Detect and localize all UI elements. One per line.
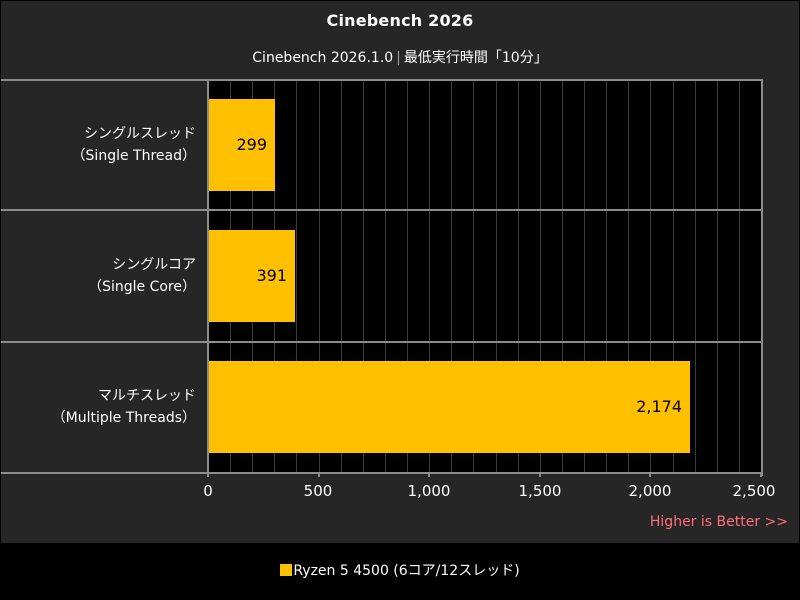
category-label-single-thread: シングルスレッド （Single Thread）: [0, 123, 196, 167]
grid-line: [473, 80, 474, 473]
category-label-en: （Single Thread）: [71, 148, 196, 164]
category-label-ja: シングルコア: [112, 257, 196, 273]
grid-line: [296, 80, 297, 473]
bar-value-label: 299: [236, 135, 267, 154]
grid-line: [363, 80, 364, 473]
grid-line: [562, 80, 563, 473]
chart-title: Cinebench 2026: [326, 11, 474, 30]
grid-line: [606, 80, 607, 473]
grid-line: [695, 80, 696, 473]
grid-line: [518, 80, 519, 473]
grid-line: [341, 80, 342, 473]
category-label-en: （Multiple Threads）: [51, 410, 196, 426]
bar-single-core: 391: [209, 230, 295, 322]
x-tick-mark: [539, 473, 541, 477]
grid-line: [673, 80, 674, 473]
grid-line: [319, 80, 320, 473]
x-tick-label: 500: [303, 482, 333, 500]
subtitle-min-runtime: 最低実行時間「10分」: [403, 50, 548, 66]
bar-value-label: 391: [256, 266, 287, 285]
grid-line: [385, 80, 386, 473]
y-axis-line: [207, 79, 209, 476]
x-tick-label: 1,000: [407, 482, 451, 500]
category-label-ja: シングルスレッド: [84, 126, 196, 142]
x-tick-mark: [318, 473, 320, 477]
row-separator-top: [1, 79, 762, 81]
bar-value-label: 2,174: [636, 397, 682, 416]
x-axis-line: [1, 472, 762, 474]
chart-legend: Ryzen 5 4500 (6コア/12スレッド): [0, 560, 800, 580]
grid-line: [650, 80, 651, 473]
subtitle-separator: |: [396, 50, 401, 66]
x-tick-label: 0: [203, 482, 213, 500]
grid-line: [540, 80, 541, 473]
subtitle-version: Cinebench 2026.1.0: [252, 50, 394, 66]
grid-line: [429, 80, 430, 473]
x-tick-mark: [207, 473, 209, 477]
category-label-ja: マルチスレッド: [98, 388, 196, 404]
chart-subtitle: Cinebench 2026.1.0 | 最低実行時間「10分」: [0, 47, 800, 67]
x-tick-mark: [428, 473, 430, 477]
bar-multiple-threads: 2,174: [209, 361, 690, 453]
x-tick-mark: [649, 473, 651, 477]
category-label-multiple-threads: マルチスレッド （Multiple Threads）: [0, 385, 196, 429]
category-label-single-core: シングルコア （Single Core）: [0, 254, 196, 298]
bar-single-thread: 299: [209, 99, 275, 191]
grid-line: [407, 80, 408, 473]
higher-is-better-note: Higher is Better >>: [649, 514, 788, 530]
grid-line: [628, 80, 629, 473]
category-label-en: （Single Core）: [88, 279, 196, 295]
x-tick-label: 1,500: [518, 482, 562, 500]
x-tick-label: 2,000: [628, 482, 672, 500]
x-tick-label: 2,500: [732, 482, 776, 500]
grid-line: [739, 80, 740, 473]
legend-swatch-icon: [280, 564, 293, 576]
grid-line: [451, 80, 452, 473]
legend-label: Ryzen 5 4500 (6コア/12スレッド): [293, 563, 520, 579]
row-separator-2: [1, 341, 762, 343]
row-separator-1: [1, 209, 762, 211]
grid-line: [584, 80, 585, 473]
grid-line: [717, 80, 718, 473]
plot-right-border: [761, 79, 763, 476]
grid-line: [496, 80, 497, 473]
x-tick-mark: [760, 473, 762, 477]
